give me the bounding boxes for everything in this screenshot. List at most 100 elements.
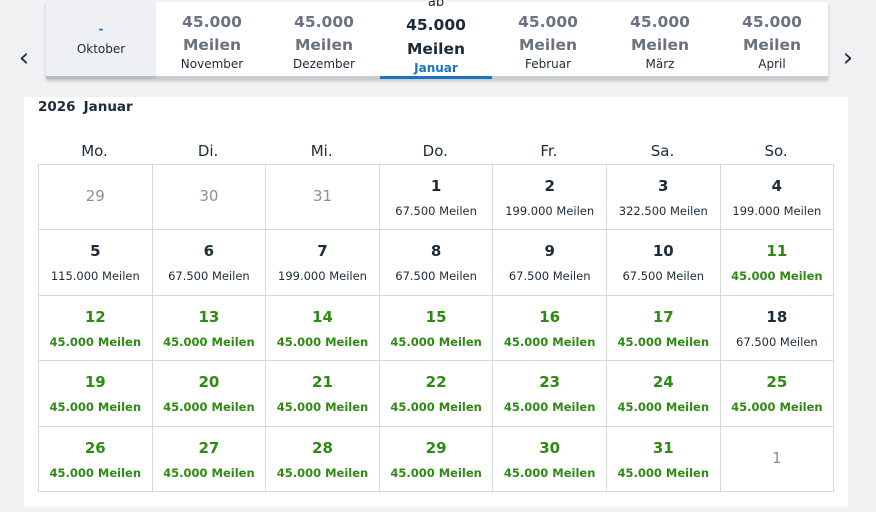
day-miles: 45.000 Meilen <box>276 400 369 415</box>
month-price-unit: Meilen <box>294 36 354 54</box>
calendar-day: 29 <box>39 165 153 231</box>
month-tab[interactable]: - Oktober <box>46 2 156 79</box>
month-price: - <box>98 22 104 36</box>
weekday-header: Fr. <box>540 142 558 160</box>
month-name: November <box>180 57 244 71</box>
calendar-day: 1 <box>720 426 835 492</box>
calendar-day[interactable]: 25 45.000 Meilen <box>720 361 835 427</box>
calendar-day[interactable]: 30 45.000 Meilen <box>493 426 607 492</box>
calendar-day[interactable]: 18 67.500 Meilen <box>720 295 835 362</box>
calendar-day: 31 <box>266 165 380 231</box>
day-miles: 67.500 Meilen <box>168 269 250 284</box>
month-name: April <box>758 57 786 71</box>
calendar-day[interactable]: 21 45.000 Meilen <box>266 361 380 427</box>
month-selector: - Oktober 45.000 Meilen November 45.000 Meilen… <box>46 0 828 79</box>
calendar-day[interactable]: 6 67.500 Meilen <box>152 230 267 296</box>
day-number: 30 <box>539 438 561 457</box>
calendar-day[interactable]: 10 67.500 Meilen <box>606 230 721 296</box>
month-name: Januar <box>414 61 458 75</box>
month-tab[interactable]: 45.000 Meilen April <box>716 2 828 79</box>
day-miles: 45.000 Meilen <box>163 334 255 349</box>
day-number: 5 <box>90 242 101 261</box>
calendar-day: 30 <box>152 165 267 231</box>
day-number: 20 <box>198 373 220 392</box>
weekday-header: Do. <box>422 142 448 160</box>
calendar-day[interactable]: 17 45.000 Meilen <box>606 295 721 362</box>
month-tab[interactable]: 45.000 Meilen Dezember <box>268 2 380 79</box>
day-miles: 199.000 Meilen <box>505 204 595 218</box>
day-number: 17 <box>652 307 674 326</box>
calendar-day[interactable]: 24 45.000 Meilen <box>606 361 721 427</box>
calendar-day[interactable]: 28 45.000 Meilen <box>266 426 380 492</box>
day-number: 11 <box>766 242 788 261</box>
day-number: 26 <box>84 438 106 457</box>
calendar-grid: 29 30 31 1 67.500 Meilen 2 199.000 Meilen 3 322.… <box>38 164 835 492</box>
weekday-header: Mi. <box>310 142 333 160</box>
calendar-day[interactable]: 9 67.500 Meilen <box>493 230 607 296</box>
day-number: 21 <box>312 373 333 392</box>
day-miles: 45.000 Meilen <box>390 465 482 480</box>
day-miles: 199.000 Meilen <box>278 269 367 284</box>
calendar-day[interactable]: 15 45.000 Meilen <box>379 295 494 362</box>
month-price: 45.000 <box>742 13 802 31</box>
weekday-header: Mo. <box>81 142 108 160</box>
day-miles: 45.000 Meilen <box>163 465 255 480</box>
calendar-day[interactable]: 1 67.500 Meilen <box>379 165 494 231</box>
calendar-day[interactable]: 2 199.000 Meilen <box>493 165 607 231</box>
day-miles: 45.000 Meilen <box>617 400 710 415</box>
day-miles: 199.000 Meilen <box>732 204 822 218</box>
calendar-day[interactable]: 23 45.000 Meilen <box>493 361 607 427</box>
day-number: 29 <box>425 438 447 457</box>
day-number: 15 <box>425 307 447 326</box>
month-price: 45.000 <box>294 13 354 31</box>
calendar-day[interactable]: 20 45.000 Meilen <box>152 361 267 427</box>
day-number: 16 <box>539 307 561 326</box>
month-price-unit: Meilen <box>742 36 802 54</box>
calendar-day[interactable]: 14 45.000 Meilen <box>266 295 380 362</box>
calendar-day[interactable]: 11 45.000 Meilen <box>720 230 835 296</box>
calendar-day[interactable]: 7 199.000 Meilen <box>266 230 380 296</box>
weekday-header: Sa. <box>650 142 675 160</box>
calendar-day[interactable]: 16 45.000 Meilen <box>493 295 607 362</box>
calendar-day[interactable]: 4 199.000 Meilen <box>720 165 835 231</box>
chevron-right-icon: › <box>842 43 854 73</box>
day-number: 18 <box>766 307 788 326</box>
calendar-day[interactable]: 29 45.000 Meilen <box>379 426 494 492</box>
day-number: 10 <box>652 242 674 261</box>
day-number: 27 <box>198 438 220 457</box>
month-tab[interactable]: 45.000 Meilen Februar <box>492 2 604 79</box>
day-number: 14 <box>312 307 333 326</box>
day-number: 2 <box>544 177 555 195</box>
day-miles: 67.500 Meilen <box>508 269 591 284</box>
day-miles: 45.000 Meilen <box>49 334 142 349</box>
day-miles: 115.000 Meilen <box>50 269 140 284</box>
calendar-day[interactable]: 5 115.000 Meilen <box>39 230 153 296</box>
day-number: 30 <box>199 187 219 205</box>
day-number: 31 <box>312 187 333 205</box>
day-miles: 67.500 Meilen <box>395 204 477 218</box>
prev-month-button[interactable]: ‹ <box>12 40 36 76</box>
day-miles: 45.000 Meilen <box>503 400 596 415</box>
day-miles: 67.500 Meilen <box>736 334 818 349</box>
calendar-day[interactable]: 3 322.500 Meilen <box>606 165 721 231</box>
day-number: 6 <box>203 242 215 261</box>
calendar-day[interactable]: 26 45.000 Meilen <box>39 426 153 492</box>
day-miles: 45.000 Meilen <box>503 465 596 480</box>
calendar-day[interactable]: 31 45.000 Meilen <box>606 426 721 492</box>
calendar-day[interactable]: 22 45.000 Meilen <box>379 361 494 427</box>
month-price-unit: Meilen <box>630 36 690 54</box>
month-tab[interactable]: 45.000 Meilen November <box>156 2 268 79</box>
month-price: 45.000 <box>182 13 242 31</box>
day-number: 25 <box>766 373 788 392</box>
month-tab[interactable]: ab 45.000 Meilen Januar <box>380 0 492 79</box>
month-tab[interactable]: 45.000 Meilen März <box>604 2 716 79</box>
next-month-button[interactable]: › <box>836 40 860 76</box>
calendar-day[interactable]: 13 45.000 Meilen <box>152 295 267 362</box>
day-number: 9 <box>544 242 555 261</box>
calendar-panel: 2026 Januar Mo. Di. Mi. Do. Fr. Sa. So. 29 30 31 1… <box>24 97 848 507</box>
calendar-day[interactable]: 12 45.000 Meilen <box>39 295 153 362</box>
month-name: März <box>645 57 675 71</box>
calendar-day[interactable]: 27 45.000 Meilen <box>152 426 267 492</box>
calendar-day[interactable]: 19 45.000 Meilen <box>39 361 153 427</box>
calendar-day[interactable]: 8 67.500 Meilen <box>379 230 494 296</box>
